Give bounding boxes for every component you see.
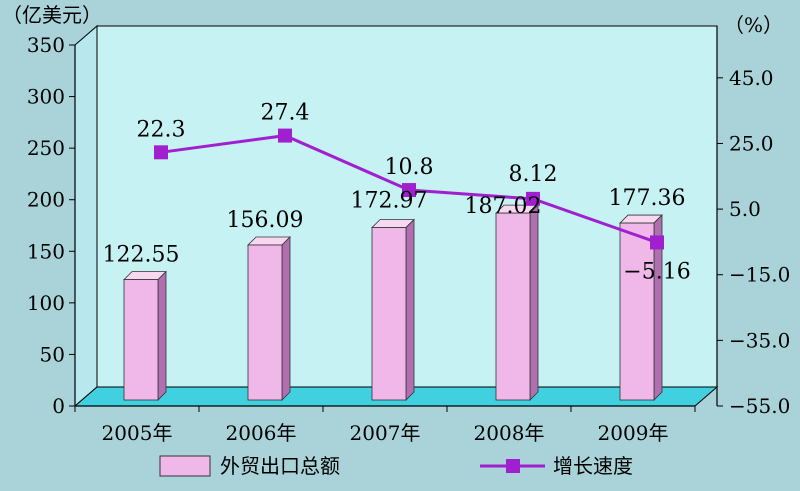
line-series xyxy=(154,128,664,250)
bar-data-label: 187.02 xyxy=(465,194,542,219)
line-data-label: 8.12 xyxy=(509,162,558,187)
right-tick-label: −15.0 xyxy=(729,263,790,287)
bar-series xyxy=(123,204,663,401)
legend-line-marker xyxy=(506,459,520,473)
data-labels: 122.55 156.09 172.97 187.02 177.36 22.3 27.4 10… xyxy=(103,101,691,285)
line-point xyxy=(650,235,664,250)
legend-bar-label: 外贸出口总额 xyxy=(220,454,340,478)
bar-front xyxy=(619,222,655,401)
x-tick-label: 2005年 xyxy=(102,421,173,445)
plot-side-wall xyxy=(74,24,98,408)
bar-front xyxy=(495,212,531,401)
x-tick-label: 2009年 xyxy=(598,421,669,445)
bar-data-label: 156.09 xyxy=(227,208,304,233)
line-data-label: 10.8 xyxy=(385,155,434,180)
bar xyxy=(371,218,415,401)
left-tick-label: 250 xyxy=(27,136,65,160)
bar xyxy=(123,270,167,401)
line-point xyxy=(278,128,292,143)
bar-side xyxy=(405,218,415,401)
x-tick-label: 2008年 xyxy=(474,421,545,445)
bar xyxy=(619,214,663,401)
x-tick-label: 2007年 xyxy=(350,421,421,445)
left-tick-label: 50 xyxy=(40,342,65,366)
right-tick-label: −55.0 xyxy=(729,394,790,418)
left-tick-label: 350 xyxy=(27,33,65,57)
bar-side xyxy=(157,270,167,401)
bar-side xyxy=(529,204,539,401)
right-tick-label: −35.0 xyxy=(729,328,790,352)
bar-side xyxy=(281,236,291,401)
left-tick-label: 150 xyxy=(27,239,65,263)
bar-front xyxy=(371,227,407,401)
bar-data-label: 177.36 xyxy=(609,186,686,211)
right-tick-label: 45.0 xyxy=(729,66,774,90)
line-data-label: 27.4 xyxy=(261,101,310,126)
right-axis-unit: （%） xyxy=(724,13,783,37)
bar xyxy=(495,204,539,401)
left-tick-label: 200 xyxy=(27,188,65,212)
line-point xyxy=(402,183,416,198)
bar-front xyxy=(247,244,283,401)
right-tick-label: 5.0 xyxy=(729,197,761,221)
line-point xyxy=(154,145,168,160)
left-axis-unit: （亿美元） xyxy=(2,3,102,27)
legend: 外贸出口总额 增长速度 xyxy=(159,454,633,478)
left-tick-label: 100 xyxy=(27,291,65,315)
bar-front xyxy=(123,279,159,401)
left-tick-label: 300 xyxy=(27,85,65,109)
bar xyxy=(247,236,291,401)
right-tick-label: 25.0 xyxy=(729,131,774,155)
legend-line-label: 增长速度 xyxy=(553,454,633,478)
line-point xyxy=(526,191,540,206)
line-data-label: 22.3 xyxy=(137,117,186,142)
bar-data-label: 122.55 xyxy=(103,243,180,268)
axes: 0 50 100 150 200 250 300 350 −55.0 −35.0 −15.0 5.0 2… xyxy=(27,26,790,445)
bar-data-label: 172.97 xyxy=(351,189,428,214)
left-tick-label: 0 xyxy=(52,394,65,418)
legend-bar-swatch xyxy=(159,455,211,477)
x-tick-label: 2006年 xyxy=(226,421,297,445)
line-data-label: −5.16 xyxy=(623,259,690,284)
